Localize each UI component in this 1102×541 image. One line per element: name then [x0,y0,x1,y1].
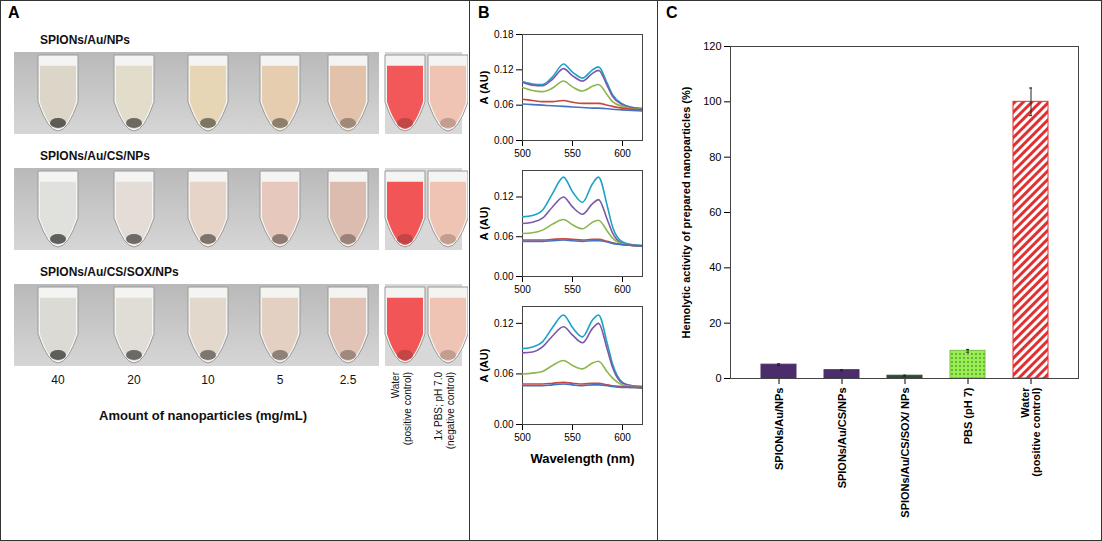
html-text:A: A [8,4,20,21]
svg-text:120: 120 [703,40,721,52]
html-text:B: B [478,4,490,21]
svg-text:0.00: 0.00 [494,271,514,282]
svg-text:SPIONs/Au/NPs: SPIONs/Au/NPs [40,33,130,47]
svg-text:10: 10 [201,373,215,387]
svg-text:0.06: 0.06 [494,368,514,379]
svg-text:20: 20 [127,373,141,387]
svg-text:Water(positive control): Water(positive control) [1019,387,1042,477]
svg-text:40: 40 [709,261,721,273]
svg-text:0.12: 0.12 [494,318,514,329]
svg-text:0.06: 0.06 [494,231,514,242]
svg-text:5: 5 [277,373,284,387]
svg-text:A (AU): A (AU) [478,206,490,240]
svg-text:500: 500 [514,432,531,443]
svg-text:80: 80 [709,151,721,163]
svg-text:SPIONs/Au/CS/NPs: SPIONs/Au/CS/NPs [40,149,150,163]
svg-text:1x PBS; pH 7.0(negative contro: 1x PBS; pH 7.0(negative control) [433,372,456,450]
svg-text:Amount of nanoparticles (mg/mL: Amount of nanoparticles (mg/mL) [99,408,307,423]
svg-text:A (AU): A (AU) [478,348,490,382]
svg-text:A (AU): A (AU) [478,70,490,104]
svg-text:0.12: 0.12 [494,191,514,202]
svg-text:600: 600 [614,284,631,295]
svg-text:Wavelength (nm): Wavelength (nm) [530,451,634,466]
svg-text:600: 600 [614,148,631,159]
svg-text:0.00: 0.00 [494,419,514,430]
svg-text:550: 550 [564,432,581,443]
svg-text:20: 20 [709,317,721,329]
svg-text:Hemolytic activity of prepared: Hemolytic activity of prepared nanoparti… [680,86,692,338]
svg-text:100: 100 [703,95,721,107]
svg-text:0.12: 0.12 [494,64,514,75]
svg-text:550: 550 [564,148,581,159]
svg-text:550: 550 [564,284,581,295]
svg-text:40: 40 [51,373,65,387]
svg-text:Water(positive control): Water(positive control) [390,371,413,445]
svg-text:SPIONs/Au/CS/SOX/ NPs: SPIONs/Au/CS/SOX/ NPs [899,388,911,518]
svg-text:PBS (pH 7): PBS (pH 7) [962,387,974,444]
svg-text:0.18: 0.18 [494,29,514,40]
svg-text:500: 500 [514,148,531,159]
svg-text:0: 0 [715,372,721,384]
html-text:C: C [666,4,678,21]
svg-text:600: 600 [614,432,631,443]
svg-text:0.00: 0.00 [494,135,514,146]
svg-text:2.5: 2.5 [340,373,357,387]
svg-text:60: 60 [709,206,721,218]
svg-text:0.06: 0.06 [494,99,514,110]
svg-text:SPIONs/Au/CS/SOX/NPs: SPIONs/Au/CS/SOX/NPs [40,265,179,279]
svg-text:500: 500 [514,284,531,295]
svg-text:SPIONs/Au/NPs: SPIONs/Au/NPs [773,388,785,471]
svg-text:SPIONs/Au/CS/NPs: SPIONs/Au/CS/NPs [836,388,848,489]
